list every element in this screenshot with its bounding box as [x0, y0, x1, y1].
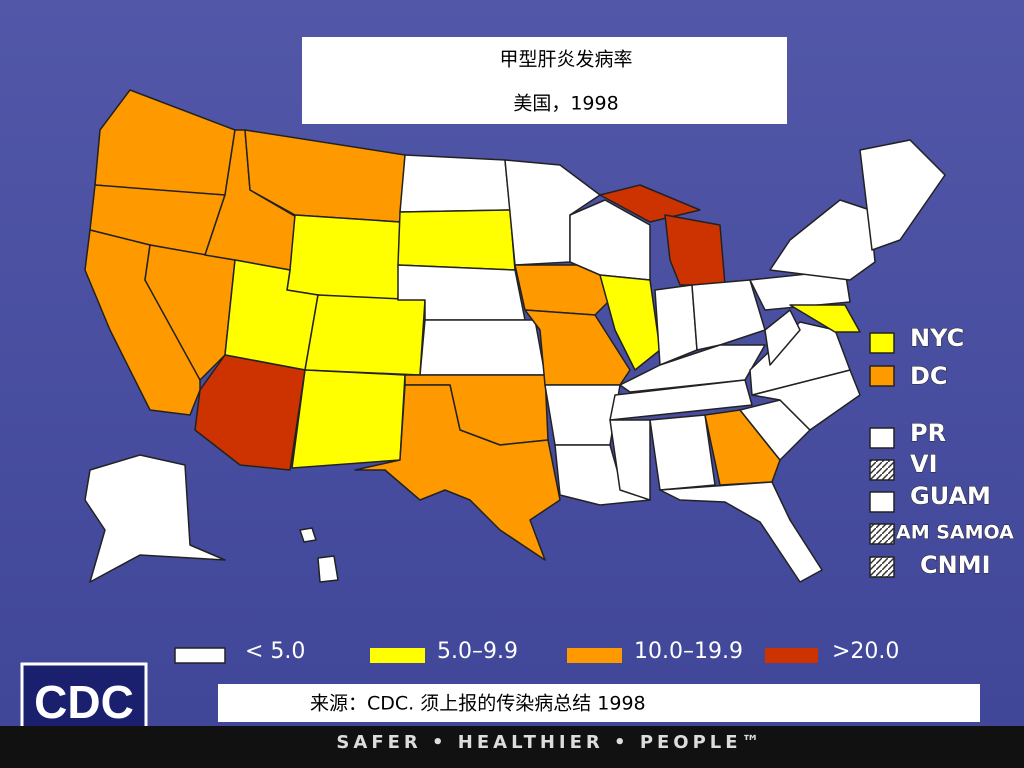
state — [609, 419, 651, 501]
legend-label: >20.0 — [832, 639, 899, 664]
state — [619, 344, 766, 393]
logo: CDC — [34, 676, 134, 728]
state — [659, 481, 823, 583]
state — [649, 414, 716, 491]
swatch — [869, 365, 895, 387]
state — [397, 209, 516, 271]
source: 来源：CDC. 须上报的传染病总结 1998 — [310, 693, 646, 715]
state — [609, 379, 753, 421]
source-box — [218, 684, 980, 722]
us-map — [84, 89, 946, 583]
state — [286, 214, 401, 301]
footer-bar — [0, 726, 1024, 768]
legend-label: 5.0–9.9 — [437, 639, 518, 664]
title-box — [302, 37, 787, 124]
state — [317, 555, 339, 583]
swatch — [869, 427, 895, 449]
swatch — [765, 648, 818, 663]
state — [544, 384, 621, 446]
territory-legend: NYC DC PR VI GUAM AM SAMOA CNMI — [869, 324, 1015, 580]
state — [599, 184, 701, 223]
territory-label: AM SAMOA — [896, 522, 1014, 544]
swatch — [869, 459, 895, 481]
legend-label: < 5.0 — [245, 639, 305, 664]
territory-label: VI — [910, 450, 938, 478]
subtitle: 美国，1998 — [513, 93, 618, 115]
swatch — [869, 332, 895, 354]
swatch — [567, 648, 622, 663]
swatch — [869, 491, 895, 513]
state — [419, 319, 546, 376]
state — [704, 409, 781, 486]
state — [859, 139, 946, 251]
state — [399, 154, 511, 213]
territory-label: PR — [910, 419, 946, 447]
swatch — [869, 556, 895, 578]
state — [291, 369, 406, 469]
territory-label: GUAM — [910, 482, 991, 510]
state — [789, 304, 861, 333]
swatch — [174, 647, 226, 664]
state — [691, 279, 766, 351]
state — [654, 284, 698, 366]
slogan: SAFER • HEALTHIER • PEOPLE™ — [336, 732, 763, 753]
state — [599, 274, 661, 371]
territory-label: CNMI — [920, 551, 991, 579]
swatch — [370, 648, 425, 663]
territory-label: DC — [910, 362, 948, 390]
territory-label: NYC — [910, 324, 964, 352]
legend-label: 10.0–19.9 — [634, 639, 743, 664]
state — [299, 527, 317, 543]
state — [764, 309, 801, 366]
state — [354, 384, 561, 561]
state — [304, 294, 426, 376]
rate-legend: < 5.0 5.0–9.9 10.0–19.9 >20.0 — [174, 639, 899, 664]
swatch — [869, 523, 895, 545]
state — [84, 454, 226, 583]
title: 甲型肝炎发病率 — [499, 49, 632, 71]
